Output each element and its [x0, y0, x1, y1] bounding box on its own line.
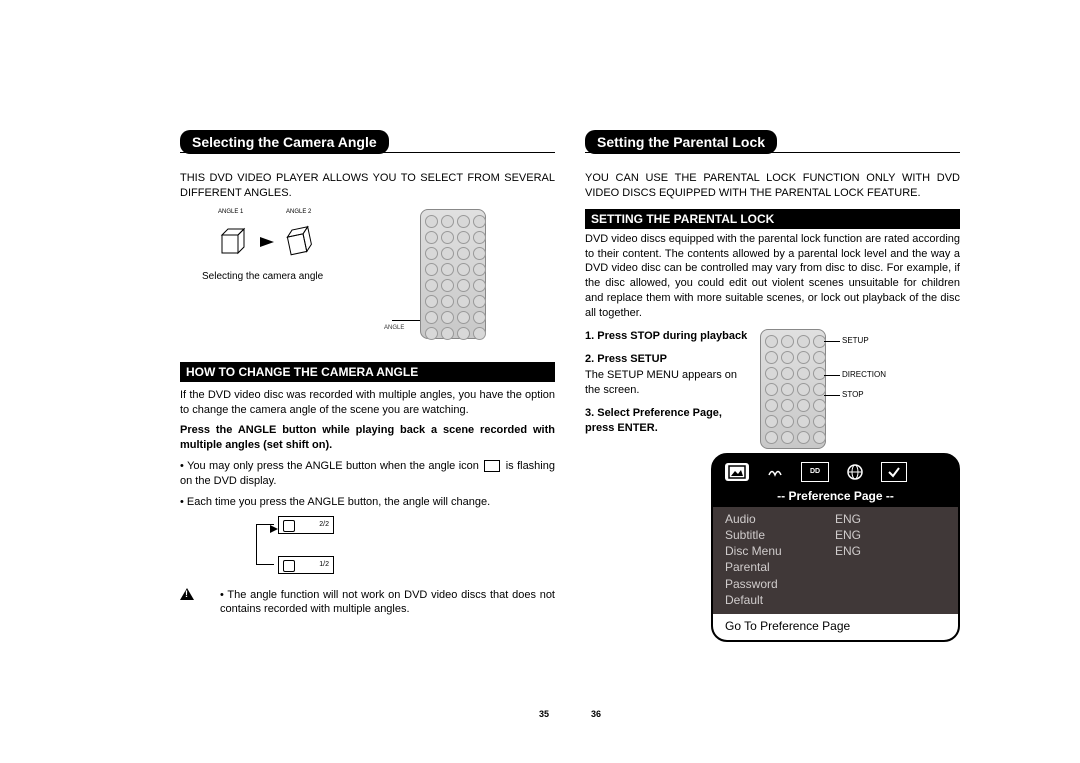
step3: 3. Select Preference Page, press ENTER.: [585, 407, 722, 434]
cube-icon-2: [277, 217, 320, 260]
howto-p2-bold: Press the ANGLE button while playing bac…: [180, 424, 555, 451]
howto-p1: If the DVD video disc was recorded with …: [180, 388, 555, 418]
page-35: Selecting the Camera Angle THIS DVD VIDE…: [180, 130, 555, 723]
osd-menu-list: AudioENG SubtitleENG Disc MenuENG Parent…: [713, 507, 958, 614]
remote-with-leaders: SETUP DIRECTION STOP: [760, 329, 955, 459]
howto-bullet1: • You may only press the ANGLE button wh…: [180, 459, 555, 489]
angle-box-bottom: 1/2: [278, 556, 334, 574]
intro-text-right: YOU CAN USE THE PARENTAL LOCK FUNCTION O…: [585, 171, 960, 201]
howto-b1a: • You may only press the ANGLE button wh…: [180, 460, 482, 472]
section-chip-camera-angle: Selecting the Camera Angle: [180, 130, 389, 154]
osd-title: -- Preference Page --: [713, 487, 958, 507]
remote-control-illustration-right: [760, 329, 826, 449]
angle2-label: ANGLE 2: [286, 209, 311, 215]
steps-text: 1. Press STOP during playback 2. Press S…: [585, 329, 750, 459]
page-number-36: 36: [591, 709, 601, 719]
parental-p1: DVD video discs equipped with the parent…: [585, 232, 960, 321]
leader-line-angle: [392, 320, 420, 321]
page-36: Setting the Parental Lock YOU CAN USE TH…: [585, 130, 960, 723]
remote-angle-label: ANGLE: [384, 325, 404, 331]
angle1-label: ANGLE 1: [218, 209, 243, 215]
osd-row-discmenu: Disc MenuENG: [725, 543, 946, 559]
osd-row-audio: AudioENG: [725, 511, 946, 527]
osd-tab-icons: DD: [713, 455, 958, 487]
manual-spread: Selecting the Camera Angle THIS DVD VIDE…: [0, 0, 1080, 763]
osd-icon-globe: [843, 463, 867, 481]
osd-icon-dolby: DD: [801, 462, 829, 482]
leader-direction: DIRECTION: [842, 370, 886, 379]
steps-area: 1. Press STOP during playback 2. Press S…: [585, 329, 960, 459]
osd-row-default: Default: [725, 592, 946, 608]
remote-control-illustration-left: [420, 209, 486, 339]
parental-bar: SETTING THE PARENTAL LOCK: [585, 209, 960, 229]
osd-row-password: Password: [725, 576, 946, 592]
leader-setup: SETUP: [842, 336, 869, 345]
arrow-icon: [260, 235, 280, 254]
step1: 1. Press STOP during playback: [585, 330, 747, 342]
angle-osd-icon: [484, 460, 500, 472]
leader-stop: STOP: [842, 390, 864, 399]
howto-bullet2: • Each time you press the ANGLE button, …: [180, 495, 555, 510]
section-chip-parental-lock: Setting the Parental Lock: [585, 130, 777, 154]
cube-icon-1: [214, 221, 250, 257]
intro-text-left: THIS DVD VIDEO PLAYER ALLOWS YOU TO SELE…: [180, 171, 555, 201]
howto-bar: HOW TO CHANGE THE CAMERA ANGLE: [180, 362, 555, 382]
osd-icon-check: [881, 462, 907, 482]
page-number-35: 35: [539, 709, 549, 719]
camera-angle-diagram: ANGLE 1 ANGLE 2 Selecting the camera ang…: [180, 209, 555, 354]
osd-icon-image: [725, 463, 749, 481]
osd-icon-audio: [763, 463, 787, 481]
step2: 2. Press SETUP: [585, 353, 667, 365]
caution-text: • The angle function will not work on DV…: [220, 588, 555, 618]
diagram-caption: Selecting the camera angle: [202, 271, 323, 282]
osd-row-subtitle: SubtitleENG: [725, 527, 946, 543]
warning-icon: [180, 588, 194, 600]
angle-box-top: 2/2: [278, 516, 334, 534]
step2-text: The SETUP MENU appears on the screen.: [585, 368, 750, 398]
osd-preference-page: DD -- Preference Page -- AudioENG Subtit…: [711, 453, 960, 642]
angle-switch-diagram: 2/2 1/2: [256, 516, 466, 580]
osd-footer: Go To Preference Page: [713, 614, 958, 640]
osd-row-parental: Parental: [725, 559, 946, 575]
